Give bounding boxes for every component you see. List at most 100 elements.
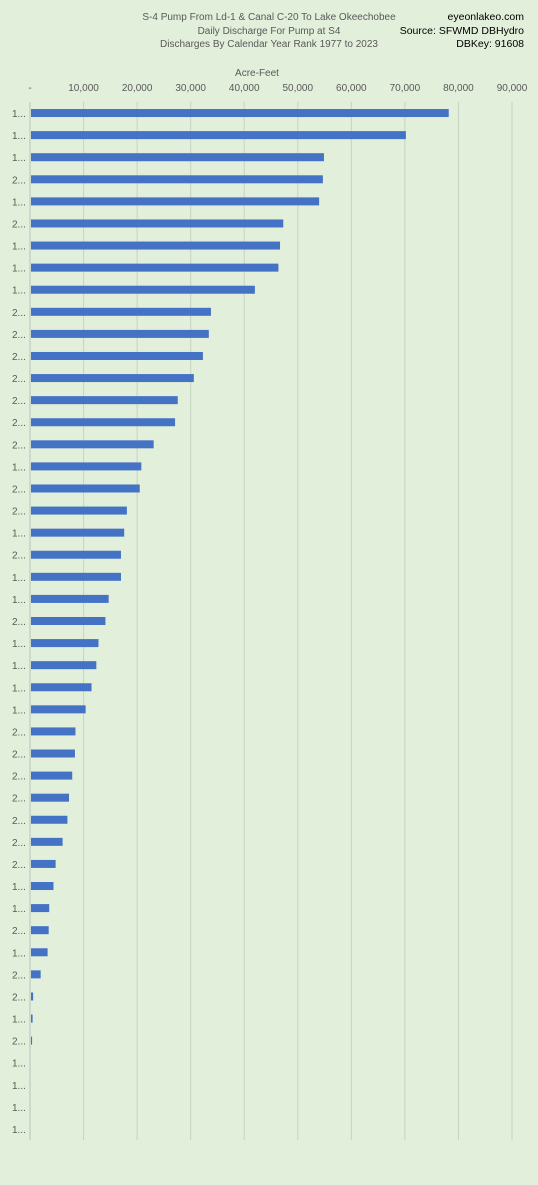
y-tick-label: 2...: [12, 308, 26, 319]
y-tick-label: 1...: [12, 639, 26, 650]
bar: [31, 197, 320, 206]
bar: [31, 131, 406, 140]
bar: [31, 374, 194, 383]
bar: [31, 727, 76, 736]
bar: [31, 639, 99, 648]
source-site: eyeonlakeo.com: [447, 11, 524, 23]
bar: [31, 285, 255, 294]
title-line-1: S-4 Pump From Ld-1 & Canal C-20 To Lake …: [142, 12, 396, 23]
bar: [31, 440, 154, 449]
x-tick-label: 20,000: [122, 83, 153, 94]
y-tick-label: 1...: [12, 595, 26, 606]
y-tick-label: 1...: [12, 573, 26, 584]
y-tick-label: 1...: [12, 882, 26, 893]
y-tick-label: 1...: [12, 661, 26, 672]
source-name: Source: SFWMD DBHydro: [399, 24, 524, 37]
y-tick-label: 1...: [12, 153, 26, 164]
y-tick-label: 1...: [12, 197, 26, 208]
y-tick-label: 2...: [12, 330, 26, 341]
y-tick-label: 1...: [12, 286, 26, 297]
bar: [31, 351, 203, 360]
y-tick-label: 2...: [12, 772, 26, 783]
bar: [31, 948, 48, 957]
bar: [31, 970, 41, 979]
y-tick-label: 1...: [12, 705, 26, 716]
y-tick-label: 2...: [12, 374, 26, 385]
bar: [31, 1036, 33, 1045]
y-tick-label: 2...: [12, 838, 26, 849]
y-tick-label: 1...: [12, 1103, 26, 1114]
bar: [31, 572, 121, 581]
y-tick-label: 2...: [12, 926, 26, 937]
bar: [31, 815, 68, 824]
y-tick-label: 2...: [12, 617, 26, 628]
bar: [31, 749, 75, 758]
source-dbkey: DBKey: 91608: [456, 38, 524, 50]
y-tick-label: 2...: [12, 816, 26, 827]
bar: [31, 153, 324, 162]
bar: [31, 241, 281, 250]
x-tick-label: 90,000: [497, 83, 528, 94]
y-tick-label: 2...: [12, 794, 26, 805]
y-tick-label: 1...: [12, 131, 26, 142]
x-tick-label: 80,000: [443, 83, 474, 94]
bar: [31, 175, 323, 184]
y-tick-label: 2...: [12, 551, 26, 562]
y-tick-label: 2...: [12, 750, 26, 761]
source-block: eyeonlakeo.com Source: SFWMD DBHydro DBK…: [400, 11, 524, 52]
bar: [31, 594, 109, 603]
x-axis-title: Acre-Feet: [235, 68, 279, 79]
bar: [31, 793, 70, 802]
y-tick-label: 2...: [12, 860, 26, 871]
bar: [31, 1014, 33, 1023]
y-tick-label: 2...: [12, 352, 26, 363]
bar: [31, 528, 125, 537]
x-tick-label: 50,000: [282, 83, 313, 94]
title-line-3: Discharges By Calendar Year Rank 1977 to…: [160, 39, 378, 50]
y-tick-label: 1...: [12, 529, 26, 540]
y-tick-label: 2...: [12, 219, 26, 230]
bar: [31, 329, 209, 338]
y-tick-label: 1...: [12, 109, 26, 120]
y-tick-label: 1...: [12, 264, 26, 275]
bar: [31, 506, 127, 515]
title-line-2: Daily Discharge For Pump at S4: [197, 25, 341, 37]
bar: [31, 396, 178, 405]
x-tick-label: 40,000: [229, 83, 260, 94]
bar: [31, 219, 284, 228]
bar: [31, 617, 106, 625]
bar: [31, 904, 50, 913]
bar: [31, 882, 54, 891]
y-tick-label: 1...: [12, 1059, 26, 1070]
bar: [31, 462, 142, 471]
y-tick-label: 2...: [12, 992, 26, 1003]
bar: [31, 859, 56, 868]
y-tick-label: 1...: [12, 948, 26, 959]
bar: [31, 263, 279, 272]
x-tick-label: 10,000: [68, 83, 99, 94]
y-tick-label: 1...: [12, 242, 26, 253]
y-tick-label: 1...: [12, 1015, 26, 1026]
bar: [31, 550, 121, 559]
y-tick-label: 1...: [12, 1125, 26, 1136]
y-tick-label: 1...: [12, 904, 26, 915]
bar: [31, 992, 34, 1001]
y-tick-label: 2...: [12, 418, 26, 429]
y-tick-label: 2...: [12, 175, 26, 186]
y-tick-label: 2...: [12, 440, 26, 451]
bar: [31, 926, 49, 935]
y-tick-label: 1...: [12, 683, 26, 694]
bar: [31, 837, 63, 846]
chart-title: S-4 Pump From Ld-1 & Canal C-20 To Lake …: [0, 11, 538, 52]
y-tick-label: 2...: [12, 1037, 26, 1048]
y-tick-label: 2...: [12, 727, 26, 738]
bar: [31, 661, 97, 670]
bar: [31, 307, 211, 316]
bar: [31, 771, 73, 780]
y-tick-label: 1...: [12, 462, 26, 473]
y-tick-label: 2...: [12, 970, 26, 981]
bar: [31, 109, 449, 118]
x-tick-label: 60,000: [336, 83, 367, 94]
x-tick-label: 30,000: [175, 83, 206, 94]
